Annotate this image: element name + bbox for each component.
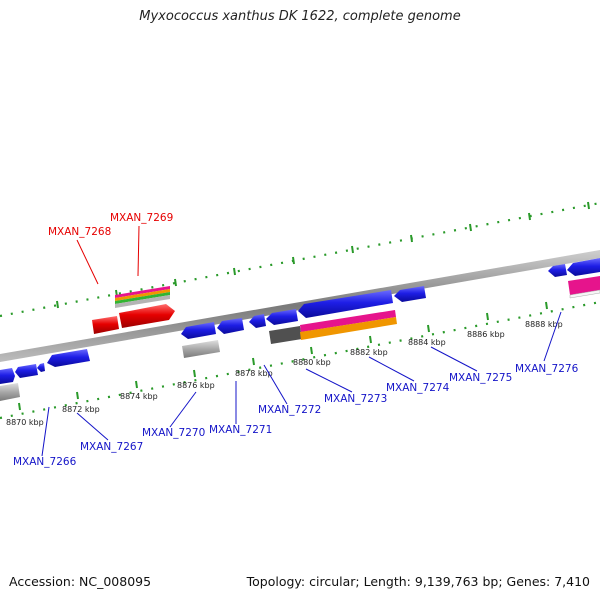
gene-mxan-7276[interactable] [567, 258, 600, 276]
leader-line-mxan-7272 [263, 364, 288, 405]
gene-label-mxan-7267[interactable]: MXAN_7267 [80, 441, 143, 453]
gene-blue-tiny[interactable] [37, 363, 45, 372]
leader-line-mxan-7266 [41, 406, 50, 457]
magenta-gene[interactable] [300, 310, 396, 332]
gray-gene-left[interactable] [0, 383, 20, 401]
gene-labels: MXAN_7268 MXAN_7269 MXAN_7266 MXAN_7267 … [13, 212, 579, 468]
kbp-label: 8872 kbp [62, 405, 100, 414]
gene-mxan-7274[interactable] [394, 286, 426, 302]
gene-mxan-7267[interactable] [47, 349, 90, 367]
blue-gene-track [0, 258, 600, 384]
kbp-label: 8874 kbp [120, 392, 158, 401]
gene-label-mxan-7273[interactable]: MXAN_7273 [324, 393, 387, 405]
upper-major-tick [174, 278, 177, 287]
gene-blue-small[interactable] [15, 364, 38, 378]
leader-line-mxan-7269 [137, 225, 140, 277]
lower-major-tick [545, 301, 548, 310]
leader-line-mxan-7273 [305, 368, 353, 393]
upper-tick-dots [0, 201, 600, 318]
gene-mxan-7273[interactable] [298, 290, 393, 318]
upper-major-tick [587, 201, 590, 210]
kbp-label: 8888 kbp [525, 320, 563, 329]
gene-mxan-7272[interactable] [266, 309, 298, 325]
gene-mxan-7270[interactable] [181, 322, 216, 339]
accession-label: Accession: NC_008095 [9, 574, 152, 589]
genome-backbone [0, 250, 600, 362]
leader-lines [41, 225, 562, 457]
upper-major-tick [528, 212, 531, 221]
secondary-track [0, 276, 600, 401]
lower-major-tick [252, 357, 255, 366]
leader-line-mxan-7270 [169, 391, 197, 428]
gene-mxan-7268[interactable] [92, 316, 119, 334]
kbp-label: 8880 kbp [293, 358, 331, 367]
upper-tick-track [0, 201, 600, 318]
lower-major-tick [486, 312, 489, 321]
leader-line-mxan-7274 [368, 356, 415, 382]
lower-major-tick [76, 391, 79, 400]
genome-title: Myxococcus xanthus DK 1622, complete gen… [139, 9, 461, 24]
lower-major-tick [193, 369, 196, 378]
kbp-labels: 8870 kbp 8872 kbp 8874 kbp 8876 kbp 8878… [6, 320, 563, 427]
annotation-band-green [115, 292, 170, 304]
lower-major-tick [369, 335, 372, 344]
leader-line-mxan-7275 [430, 346, 478, 372]
lower-major-tick [135, 380, 138, 389]
gene-mxan-7275[interactable] [548, 264, 567, 277]
gene-label-mxan-7266[interactable]: MXAN_7266 [13, 456, 77, 468]
upper-major-tick [233, 267, 236, 276]
gene-mxan-7266[interactable] [0, 368, 15, 384]
gene-label-mxan-7271[interactable]: MXAN_7271 [209, 424, 272, 436]
upper-major-tick [469, 223, 472, 232]
lower-major-tick [18, 402, 21, 411]
kbp-label: 8882 kbp [350, 348, 388, 357]
upper-major-tick [410, 234, 413, 243]
gene-label-mxan-7270[interactable]: MXAN_7270 [142, 427, 205, 439]
leader-line-mxan-7276 [543, 311, 562, 362]
dark-gray-gene[interactable] [269, 326, 302, 344]
upper-major-tick [56, 300, 59, 309]
kbp-label: 8870 kbp [6, 418, 44, 427]
gene-label-mxan-7269[interactable]: MXAN_7269 [110, 212, 173, 224]
kbp-label: 8878 kbp [235, 369, 273, 378]
magenta-gene-right[interactable] [568, 276, 600, 295]
gene-mxan-7271[interactable] [217, 318, 244, 334]
lower-major-tick [310, 346, 313, 355]
kbp-label: 8876 kbp [177, 381, 215, 390]
gene-label-mxan-7272[interactable]: MXAN_7272 [258, 404, 321, 416]
upper-major-tick [292, 256, 295, 265]
white-band-right [569, 289, 600, 299]
gray-gene-mid[interactable] [182, 340, 220, 358]
gene-blue-mid[interactable] [249, 314, 266, 328]
upper-major-tick [351, 245, 354, 254]
backbone-bar [0, 250, 600, 362]
lower-tick-track [0, 300, 600, 420]
gene-label-mxan-7268[interactable]: MXAN_7268 [48, 226, 111, 238]
gene-mxan-7269[interactable] [119, 304, 175, 328]
orange-gene[interactable] [300, 317, 397, 340]
kbp-label: 8884 kbp [408, 338, 446, 347]
red-gene-track [92, 286, 175, 334]
annotation-band-orange [115, 289, 170, 301]
leader-line-mxan-7267 [76, 412, 109, 441]
lower-major-tick [427, 324, 430, 333]
kbp-label: 8886 kbp [467, 330, 505, 339]
genome-stats-label: Topology: circular; Length: 9,139,763 bp… [246, 574, 590, 589]
gene-label-mxan-7275[interactable]: MXAN_7275 [449, 372, 512, 384]
annotation-band-gray [115, 295, 170, 308]
gene-label-mxan-7276[interactable]: MXAN_7276 [515, 363, 579, 375]
leader-line-mxan-7268 [76, 239, 99, 285]
annotation-band-magenta [115, 286, 170, 298]
gene-label-mxan-7274[interactable]: MXAN_7274 [386, 382, 450, 394]
